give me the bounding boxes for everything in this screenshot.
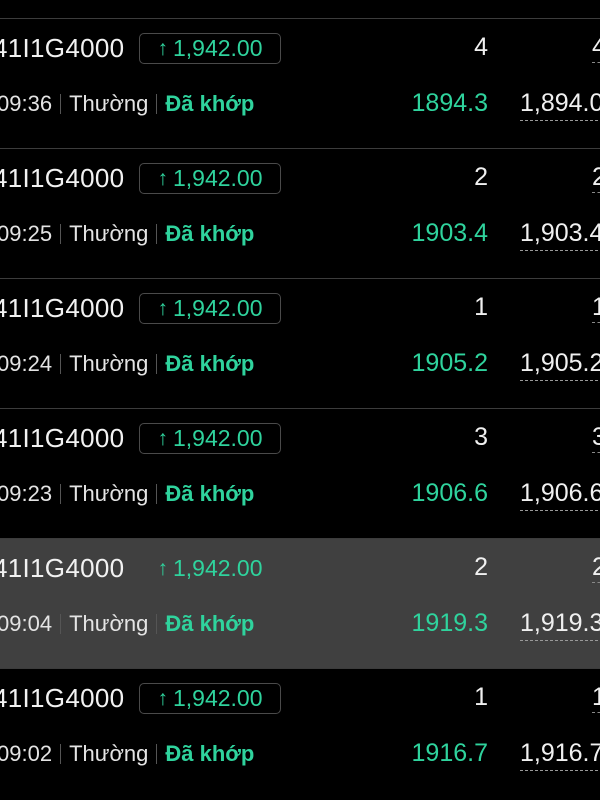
- order-meta: 09:25 Thường Đã khớp: [0, 221, 254, 247]
- order-price: 1905.2: [411, 349, 488, 377]
- divider: [60, 484, 62, 504]
- order-type: Thường: [69, 741, 149, 766]
- ref-price: 1,942.00: [172, 685, 263, 711]
- matched-quantity: 4: [592, 33, 600, 63]
- ref-price-badge: ↑ 1,942.00: [139, 293, 281, 324]
- ref-price-badge: ↑ 1,942.00: [139, 33, 281, 64]
- order-status: Đã khớp: [165, 221, 255, 246]
- matched-quantity: 1: [592, 293, 600, 323]
- order-price: 1903.4: [411, 219, 488, 247]
- arrow-up-icon: ↑: [157, 556, 168, 580]
- divider: [60, 354, 62, 374]
- divider: [60, 224, 62, 244]
- order-symbol: 41I1G4000: [0, 683, 125, 713]
- order-type: Thường: [69, 351, 149, 376]
- avg-matched-price: 1,894.0: [520, 89, 600, 121]
- ref-price-badge: ↑ 1,942.00: [139, 163, 281, 194]
- order-list: 41I1G4000 ↑ 1,942.00 09:36 Thường Đã khớp…: [0, 18, 600, 798]
- order-symbol: 41I1G4000: [0, 423, 125, 453]
- order-quantity: 2: [474, 553, 488, 581]
- order-status: Đã khớp: [165, 741, 255, 766]
- ref-price: 1,942.00: [172, 295, 263, 321]
- order-time: 09:25: [0, 221, 53, 246]
- order-price: 1894.3: [411, 89, 488, 117]
- matched-quantity: 3: [592, 423, 600, 453]
- avg-matched-price: 1,919.3: [520, 609, 600, 641]
- order-meta: 09:02 Thường Đã khớp: [0, 741, 254, 767]
- order-type: Thường: [69, 221, 149, 246]
- arrow-up-icon: ↑: [157, 686, 168, 710]
- avg-matched-price: 1,916.7: [520, 739, 600, 771]
- order-row[interactable]: 41I1G4000 ↑ 1,942.00 09:36 Thường Đã khớp…: [0, 18, 600, 148]
- order-status: Đã khớp: [165, 611, 255, 636]
- divider: [156, 354, 158, 374]
- divider: [156, 484, 158, 504]
- order-row[interactable]: 41I1G4000 ↑ 1,942.00 09:25 Thường Đã khớp…: [0, 148, 600, 278]
- matched-quantity: 2: [592, 163, 600, 193]
- divider: [156, 744, 158, 764]
- arrow-up-icon: ↑: [157, 166, 168, 190]
- order-meta: 09:36 Thường Đã khớp: [0, 91, 254, 117]
- order-status: Đã khớp: [165, 351, 255, 376]
- ref-price-badge: ↑ 1,942.00: [139, 553, 281, 584]
- order-symbol: 41I1G4000: [0, 33, 125, 63]
- order-meta: 09:24 Thường Đã khớp: [0, 351, 254, 377]
- order-status: Đã khớp: [165, 91, 255, 116]
- divider: [156, 94, 158, 114]
- arrow-up-icon: ↑: [157, 426, 168, 450]
- divider: [60, 94, 62, 114]
- order-status: Đã khớp: [165, 481, 255, 506]
- order-row[interactable]: 41I1G4000 ↑ 1,942.00 09:02 Thường Đã khớp…: [0, 668, 600, 798]
- divider: [156, 224, 158, 244]
- order-quantity: 4: [474, 33, 488, 61]
- matched-quantity: 2: [592, 553, 600, 583]
- order-quantity: 1: [474, 293, 488, 321]
- ref-price: 1,942.00: [172, 35, 263, 61]
- ref-price: 1,942.00: [172, 165, 263, 191]
- ref-price-badge: ↑ 1,942.00: [139, 423, 281, 454]
- order-quantity: 2: [474, 163, 488, 191]
- divider: [60, 744, 62, 764]
- order-time: 09:36: [0, 91, 53, 116]
- order-row[interactable]: 41I1G4000 ↑ 1,942.00 09:24 Thường Đã khớp…: [0, 278, 600, 408]
- order-time: 09:02: [0, 741, 53, 766]
- order-time: 09:23: [0, 481, 53, 506]
- avg-matched-price: 1,905.2: [520, 349, 600, 381]
- order-type: Thường: [69, 611, 149, 636]
- avg-matched-price: 1,903.4: [520, 219, 600, 251]
- divider: [60, 614, 62, 634]
- arrow-up-icon: ↑: [157, 296, 168, 320]
- ref-price-badge: ↑ 1,942.00: [139, 683, 281, 714]
- divider: [156, 614, 158, 634]
- matched-quantity: 1: [592, 683, 600, 713]
- avg-matched-price: 1,906.6: [520, 479, 600, 511]
- ref-price: 1,942.00: [172, 425, 263, 451]
- order-quantity: 1: [474, 683, 488, 711]
- order-symbol: 41I1G4000: [0, 553, 125, 583]
- order-meta: 09:04 Thường Đã khớp: [0, 611, 254, 637]
- order-type: Thường: [69, 91, 149, 116]
- arrow-up-icon: ↑: [157, 36, 168, 60]
- order-price: 1916.7: [411, 739, 488, 767]
- order-time: 09:04: [0, 611, 53, 636]
- order-type: Thường: [69, 481, 149, 506]
- order-price: 1906.6: [411, 479, 488, 507]
- order-row[interactable]: 41I1G4000 ↑ 1,942.00 09:04 Thường Đã khớp…: [0, 538, 600, 668]
- order-price: 1919.3: [411, 609, 488, 637]
- order-symbol: 41I1G4000: [0, 163, 125, 193]
- order-meta: 09:23 Thường Đã khớp: [0, 481, 254, 507]
- order-symbol: 41I1G4000: [0, 293, 125, 323]
- order-time: 09:24: [0, 351, 53, 376]
- order-row[interactable]: 41I1G4000 ↑ 1,942.00 09:23 Thường Đã khớp…: [0, 408, 600, 538]
- ref-price: 1,942.00: [172, 555, 263, 581]
- order-quantity: 3: [474, 423, 488, 451]
